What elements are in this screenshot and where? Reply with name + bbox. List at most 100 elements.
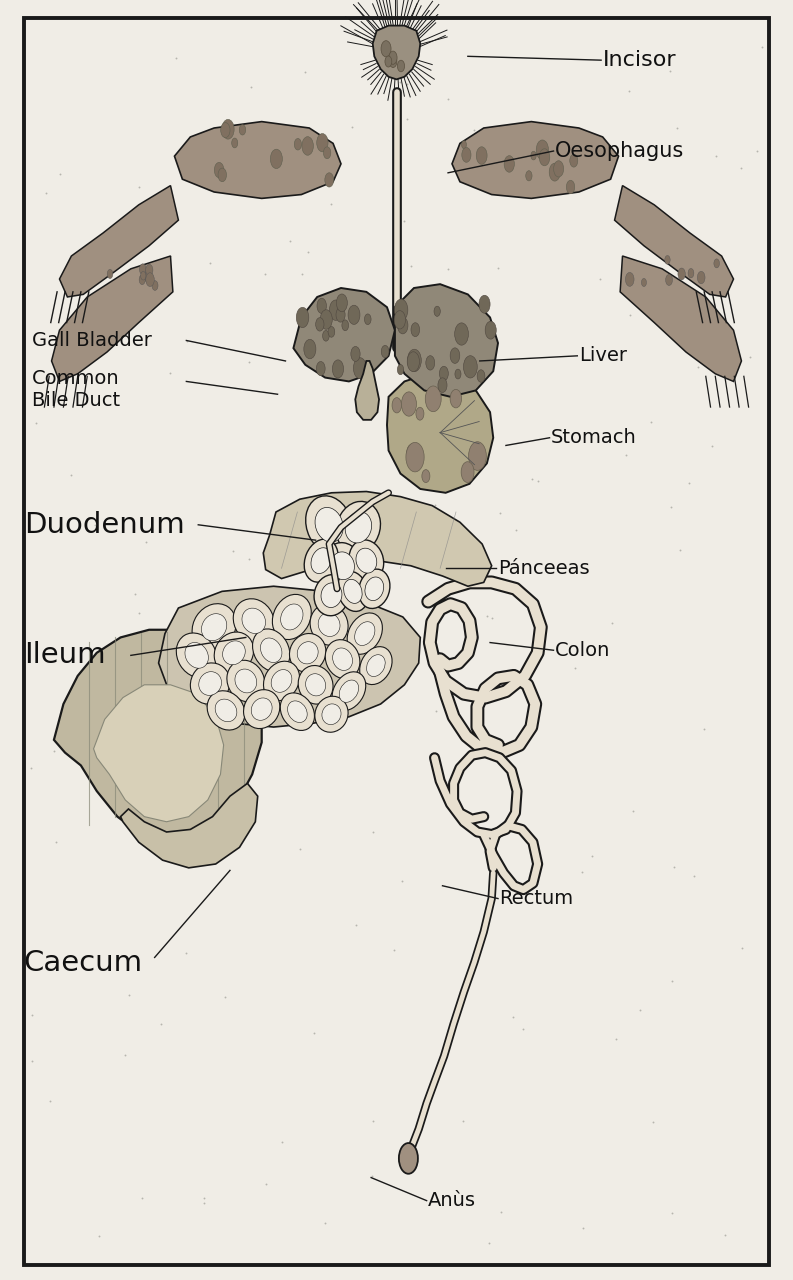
Circle shape — [539, 148, 550, 166]
Ellipse shape — [297, 641, 318, 664]
Ellipse shape — [332, 648, 353, 671]
Point — [301, 242, 314, 262]
Ellipse shape — [336, 502, 381, 553]
Circle shape — [222, 119, 234, 140]
Point — [482, 1233, 495, 1253]
Ellipse shape — [281, 604, 303, 630]
Point — [710, 146, 722, 166]
Point — [485, 608, 498, 628]
Circle shape — [411, 323, 419, 337]
Circle shape — [220, 123, 230, 138]
Circle shape — [354, 357, 366, 379]
Circle shape — [317, 298, 327, 314]
Circle shape — [504, 156, 515, 173]
Point — [430, 700, 442, 721]
Text: Liver: Liver — [579, 347, 627, 365]
Text: Anùs: Anùs — [428, 1192, 477, 1210]
Point — [400, 73, 413, 93]
Point — [623, 305, 636, 325]
Point — [493, 503, 506, 524]
Circle shape — [325, 173, 334, 187]
Polygon shape — [174, 122, 341, 198]
Point — [718, 1225, 731, 1245]
Circle shape — [569, 154, 578, 168]
Point — [170, 49, 182, 69]
Circle shape — [302, 137, 313, 155]
Circle shape — [140, 271, 146, 280]
Point — [520, 164, 533, 184]
Circle shape — [332, 360, 343, 378]
Polygon shape — [373, 26, 420, 79]
Point — [48, 741, 60, 762]
Point — [44, 1091, 56, 1111]
Point — [243, 549, 255, 570]
Point — [132, 741, 145, 762]
Ellipse shape — [207, 691, 245, 730]
Point — [462, 474, 475, 494]
Ellipse shape — [280, 692, 315, 731]
Point — [510, 520, 523, 540]
Ellipse shape — [366, 654, 385, 677]
Point — [25, 1005, 38, 1025]
Polygon shape — [452, 122, 619, 198]
Point — [40, 183, 52, 204]
Polygon shape — [615, 186, 734, 297]
Circle shape — [416, 407, 424, 420]
Point — [227, 541, 239, 562]
Circle shape — [316, 361, 325, 375]
Ellipse shape — [322, 704, 341, 724]
Circle shape — [697, 271, 705, 284]
Point — [569, 658, 581, 678]
Circle shape — [316, 317, 324, 332]
Point — [350, 914, 362, 934]
Ellipse shape — [252, 628, 290, 672]
Ellipse shape — [272, 594, 312, 640]
Point — [89, 515, 102, 535]
Point — [698, 718, 711, 739]
Point — [481, 605, 493, 626]
Ellipse shape — [227, 660, 265, 701]
Ellipse shape — [201, 613, 227, 641]
Text: Incisor: Incisor — [603, 50, 676, 70]
Circle shape — [294, 138, 301, 150]
Ellipse shape — [318, 613, 340, 636]
Point — [683, 472, 695, 493]
Text: Pánceeas: Pánceeas — [498, 559, 590, 577]
Ellipse shape — [243, 690, 280, 728]
Ellipse shape — [199, 672, 221, 695]
Circle shape — [434, 306, 440, 316]
Point — [401, 109, 414, 129]
Point — [645, 411, 657, 431]
Circle shape — [139, 275, 145, 284]
Point — [526, 468, 538, 489]
Circle shape — [425, 387, 441, 412]
Ellipse shape — [358, 570, 390, 608]
Point — [593, 269, 606, 289]
Point — [198, 1193, 211, 1213]
Point — [507, 1006, 519, 1027]
Ellipse shape — [325, 640, 360, 678]
Point — [532, 471, 545, 492]
Circle shape — [714, 259, 719, 268]
Circle shape — [304, 339, 316, 358]
Point — [180, 943, 193, 964]
Circle shape — [385, 56, 392, 67]
Point — [132, 603, 145, 623]
Circle shape — [450, 348, 460, 364]
Point — [646, 1111, 659, 1132]
Point — [324, 193, 337, 214]
Point — [396, 870, 408, 891]
Circle shape — [462, 462, 474, 483]
Circle shape — [323, 330, 329, 342]
Circle shape — [270, 150, 282, 169]
Point — [198, 1188, 211, 1208]
Point — [93, 1225, 105, 1245]
Point — [420, 434, 433, 454]
Point — [296, 264, 308, 284]
Point — [49, 832, 62, 852]
Point — [209, 829, 222, 850]
Point — [425, 475, 438, 495]
Circle shape — [554, 161, 564, 177]
Ellipse shape — [321, 582, 342, 608]
Point — [25, 1051, 38, 1071]
